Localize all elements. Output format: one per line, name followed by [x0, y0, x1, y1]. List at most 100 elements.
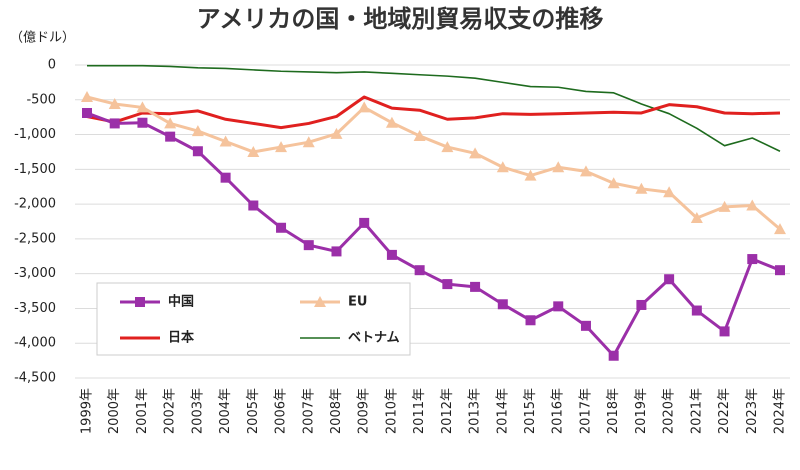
y-tick-label: -4,500	[14, 371, 56, 386]
marker	[81, 90, 93, 102]
legend-label: ベトナム	[348, 331, 400, 346]
marker	[442, 279, 453, 290]
marker	[747, 254, 758, 265]
y-tick-label: -1,500	[14, 162, 56, 177]
x-tick-label: 1999年	[80, 388, 95, 434]
y-tick-label: -1,000	[14, 127, 56, 142]
marker	[441, 141, 454, 153]
y-tick-label: -3,500	[14, 301, 56, 316]
marker	[774, 223, 786, 235]
x-tick-label: 2023年	[745, 388, 760, 434]
marker	[331, 246, 342, 257]
marker	[691, 305, 702, 316]
marker	[136, 101, 149, 113]
y-axis-label: （億ドル）	[10, 30, 75, 46]
x-tick-label: 2000年	[107, 388, 122, 434]
chart-title: アメリカの国・地域別貿易収支の推移	[197, 5, 604, 33]
marker	[303, 240, 314, 251]
x-tick-label: 2005年	[246, 388, 261, 434]
marker	[690, 212, 703, 224]
marker	[302, 136, 315, 148]
x-tick-label: 2014年	[495, 388, 510, 434]
x-tick-label: 2006年	[274, 388, 289, 434]
marker	[664, 274, 675, 285]
marker	[220, 172, 231, 183]
x-tick-label: 2018年	[606, 388, 621, 434]
marker	[496, 161, 509, 173]
marker	[330, 127, 343, 139]
x-tick-label: 2003年	[190, 388, 205, 434]
x-tick-label: 2020年	[662, 388, 677, 434]
y-tick-label: -3,000	[14, 266, 56, 281]
marker	[497, 299, 508, 310]
marker	[109, 118, 120, 129]
marker	[359, 217, 370, 228]
legend-label: 日本	[168, 330, 194, 346]
x-tick-label: 2007年	[301, 388, 316, 434]
legend-label: 中国	[168, 294, 194, 310]
legend-label: EU	[348, 295, 367, 310]
series-line	[86, 95, 781, 130]
marker	[386, 249, 397, 260]
marker	[164, 117, 177, 129]
y-tick-label: 0	[48, 58, 56, 73]
marker	[165, 131, 176, 142]
series-line	[86, 95, 781, 231]
x-tick-label: 2022年	[717, 388, 732, 434]
marker	[248, 200, 259, 211]
marker	[275, 141, 288, 153]
marker	[247, 145, 260, 157]
marker	[219, 135, 232, 147]
marker	[192, 146, 203, 157]
marker	[191, 125, 204, 137]
x-tick-label: 2011年	[412, 388, 427, 434]
marker	[580, 320, 591, 331]
marker	[414, 265, 425, 276]
x-tick-label: 2008年	[329, 388, 344, 434]
marker	[82, 107, 92, 118]
x-tick-label: 2001年	[135, 388, 150, 434]
x-tick-label: 2012年	[440, 388, 455, 434]
marker	[746, 199, 759, 211]
series-line	[87, 64, 781, 152]
marker	[719, 326, 730, 337]
x-tick-label: 2016年	[551, 388, 566, 434]
marker	[470, 281, 481, 292]
marker	[636, 299, 647, 310]
x-tick-label: 2004年	[218, 388, 233, 434]
marker	[663, 186, 676, 198]
x-tick-label: 2009年	[357, 388, 372, 434]
marker	[135, 297, 145, 307]
marker	[469, 147, 482, 159]
marker	[385, 116, 398, 128]
x-tick-label: 2013年	[468, 388, 483, 434]
y-tick-label: -2,500	[14, 231, 56, 246]
marker	[579, 165, 592, 177]
marker	[553, 301, 564, 312]
marker	[607, 177, 620, 189]
x-tick-label: 2017年	[578, 388, 593, 434]
marker	[108, 97, 121, 109]
marker	[775, 265, 785, 276]
x-tick-label: 2021年	[689, 388, 704, 434]
marker	[276, 222, 287, 233]
marker	[718, 200, 731, 212]
x-tick-label: 2024年	[773, 388, 788, 434]
legend-box	[96, 282, 411, 356]
marker	[525, 315, 536, 326]
y-tick-label: -2,000	[14, 197, 56, 212]
marker	[552, 161, 565, 173]
y-tick-label: -500	[26, 92, 56, 107]
marker	[413, 129, 426, 141]
x-tick-label: 2015年	[523, 388, 538, 434]
marker	[524, 169, 537, 181]
x-tick-label: 2019年	[634, 388, 649, 434]
x-tick-label: 2002年	[163, 388, 178, 434]
marker	[137, 117, 148, 128]
marker	[358, 101, 371, 113]
y-tick-label: -4,000	[14, 336, 56, 351]
marker	[635, 182, 648, 194]
marker	[608, 350, 619, 361]
marker	[314, 296, 326, 307]
